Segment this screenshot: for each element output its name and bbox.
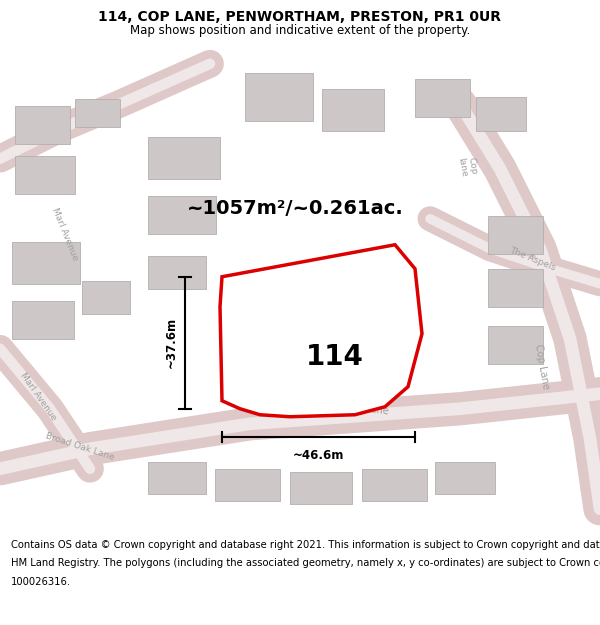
Polygon shape: [75, 99, 120, 127]
Polygon shape: [148, 256, 206, 289]
Text: 114, COP LANE, PENWORTHAM, PRESTON, PR1 0UR: 114, COP LANE, PENWORTHAM, PRESTON, PR1 …: [98, 10, 502, 24]
Polygon shape: [15, 106, 70, 144]
Polygon shape: [415, 79, 470, 117]
Text: Map shows position and indicative extent of the property.: Map shows position and indicative extent…: [130, 24, 470, 37]
Text: Contains OS data © Crown copyright and database right 2021. This information is : Contains OS data © Crown copyright and d…: [11, 540, 600, 550]
Polygon shape: [148, 137, 220, 179]
Text: ~1057m²/~0.261ac.: ~1057m²/~0.261ac.: [187, 199, 403, 218]
Text: Marl Avenue: Marl Avenue: [18, 371, 58, 423]
Polygon shape: [82, 281, 130, 314]
Text: ~37.6m: ~37.6m: [164, 317, 178, 368]
Text: Marl Avenue: Marl Avenue: [50, 206, 80, 261]
Text: Cop Lane: Cop Lane: [533, 343, 551, 390]
Polygon shape: [220, 245, 422, 417]
Text: Broad Oak Lane: Broad Oak Lane: [44, 431, 116, 462]
Polygon shape: [12, 242, 80, 284]
Polygon shape: [148, 462, 206, 494]
Text: 114: 114: [305, 342, 364, 371]
Polygon shape: [488, 216, 543, 254]
Polygon shape: [362, 469, 427, 501]
Polygon shape: [245, 72, 313, 121]
Polygon shape: [12, 301, 74, 339]
Polygon shape: [215, 469, 280, 501]
Text: The Aspels: The Aspels: [508, 246, 556, 272]
Text: Cop
lane: Cop lane: [456, 156, 478, 178]
Text: 100026316.: 100026316.: [11, 577, 71, 587]
Polygon shape: [290, 472, 352, 504]
Polygon shape: [148, 196, 216, 234]
Polygon shape: [322, 89, 384, 131]
Polygon shape: [488, 326, 543, 364]
Polygon shape: [476, 97, 526, 131]
Polygon shape: [15, 156, 75, 194]
Text: ~46.6m: ~46.6m: [293, 449, 344, 462]
Polygon shape: [435, 462, 495, 494]
Text: HM Land Registry. The polygons (including the associated geometry, namely x, y c: HM Land Registry. The polygons (includin…: [11, 558, 600, 568]
Text: Broad Oak Lane: Broad Oak Lane: [311, 397, 389, 416]
Polygon shape: [488, 269, 543, 307]
